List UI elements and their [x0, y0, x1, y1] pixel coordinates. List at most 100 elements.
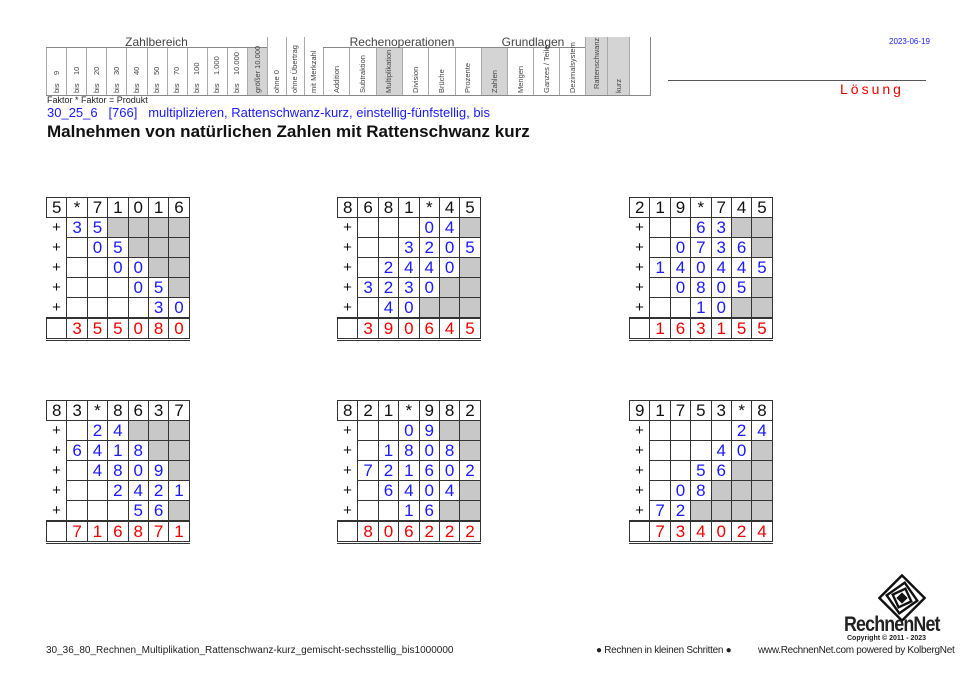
- result-digit-cell[interactable]: 2: [459, 520, 481, 544]
- digit-cell[interactable]: [357, 440, 379, 461]
- result-digit-cell[interactable]: 5: [751, 317, 773, 341]
- digit-cell[interactable]: [357, 257, 379, 278]
- range-option[interactable]: größer 10.000: [247, 46, 268, 95]
- digit-cell[interactable]: [649, 237, 671, 258]
- basics-option[interactable]: Dezimalsystem: [559, 42, 585, 95]
- result-digit-cell[interactable]: 4: [438, 317, 461, 341]
- digit-cell[interactable]: 1: [398, 500, 420, 522]
- digit-cell[interactable]: 0: [438, 257, 461, 278]
- basics-option[interactable]: Zahlen: [481, 48, 507, 95]
- digit-cell[interactable]: 4: [418, 257, 440, 278]
- digit-cell[interactable]: [649, 460, 671, 481]
- digit-cell[interactable]: 0: [669, 277, 692, 298]
- digit-cell[interactable]: 1: [690, 297, 712, 319]
- digit-cell[interactable]: 8: [690, 277, 712, 298]
- digit-cell[interactable]: 0: [438, 460, 461, 481]
- digit-cell[interactable]: [107, 500, 129, 522]
- result-digit-cell[interactable]: 5: [86, 317, 109, 341]
- result-digit-cell[interactable]: 3: [669, 520, 692, 544]
- digit-cell[interactable]: 7: [357, 460, 379, 481]
- digit-cell[interactable]: [357, 420, 379, 441]
- extra-option[interactable]: ohne Übertrag: [285, 37, 305, 95]
- digit-cell[interactable]: 6: [418, 500, 440, 522]
- digit-cell[interactable]: 4: [127, 480, 149, 501]
- digit-cell[interactable]: [669, 420, 692, 441]
- digit-cell[interactable]: 8: [690, 480, 712, 501]
- digit-cell[interactable]: 8: [107, 460, 129, 481]
- digit-cell[interactable]: 1: [377, 440, 400, 461]
- result-digit-cell[interactable]: 4: [751, 520, 773, 544]
- digit-cell[interactable]: 4: [86, 460, 109, 481]
- digit-cell[interactable]: [669, 297, 692, 319]
- digit-cell[interactable]: 0: [690, 257, 712, 278]
- digit-cell[interactable]: 4: [751, 420, 773, 441]
- digit-cell[interactable]: 4: [86, 440, 109, 461]
- digit-cell[interactable]: [377, 420, 400, 441]
- result-digit-cell[interactable]: 1: [649, 317, 671, 341]
- result-digit-cell[interactable]: 1: [710, 317, 732, 341]
- digit-cell[interactable]: 4: [398, 257, 420, 278]
- result-digit-cell[interactable]: 8: [147, 317, 170, 341]
- digit-cell[interactable]: 0: [127, 277, 149, 298]
- digit-cell[interactable]: [377, 500, 400, 522]
- digit-cell[interactable]: 9: [418, 420, 440, 441]
- digit-cell[interactable]: 2: [730, 420, 753, 441]
- digit-cell[interactable]: 5: [107, 237, 129, 258]
- footer-website[interactable]: www.RechnenNet.com powered by KolbergNet: [758, 645, 955, 656]
- digit-cell[interactable]: 3: [147, 297, 170, 319]
- digit-cell[interactable]: 5: [127, 500, 149, 522]
- digit-cell[interactable]: [127, 297, 149, 319]
- digit-cell[interactable]: [649, 217, 671, 238]
- digit-cell[interactable]: [357, 217, 379, 238]
- operation-option[interactable]: Prozente: [454, 48, 481, 95]
- digit-cell[interactable]: 2: [377, 460, 400, 481]
- digit-cell[interactable]: 4: [107, 420, 129, 441]
- range-option[interactable]: 100 bis: [186, 48, 207, 95]
- result-digit-cell[interactable]: 0: [377, 520, 400, 544]
- digit-cell[interactable]: 0: [107, 257, 129, 278]
- digit-cell[interactable]: 2: [107, 480, 129, 501]
- operation-option[interactable]: Subtraktion: [349, 48, 375, 95]
- digit-cell[interactable]: [649, 297, 671, 319]
- special-option[interactable]: Rattenschwanz: [585, 37, 607, 95]
- digit-cell[interactable]: 4: [710, 440, 732, 461]
- result-digit-cell[interactable]: 0: [127, 317, 149, 341]
- digit-cell[interactable]: [86, 297, 109, 319]
- digit-cell[interactable]: 7: [649, 500, 671, 522]
- digit-cell[interactable]: 3: [66, 217, 88, 238]
- digit-cell[interactable]: 0: [398, 297, 420, 319]
- extra-option[interactable]: mit Merkzahl: [304, 37, 323, 95]
- range-option[interactable]: 10.000 bis: [226, 48, 247, 95]
- digit-cell[interactable]: [649, 440, 671, 461]
- operation-option[interactable]: Division: [401, 48, 428, 95]
- range-option[interactable]: 50 bis: [146, 48, 167, 95]
- result-digit-cell[interactable]: 3: [690, 317, 712, 341]
- digit-cell[interactable]: [66, 500, 88, 522]
- result-digit-cell[interactable]: 3: [357, 317, 379, 341]
- digit-cell[interactable]: 4: [669, 257, 692, 278]
- digit-cell[interactable]: 0: [730, 440, 753, 461]
- digit-cell[interactable]: 4: [438, 217, 461, 238]
- basics-option[interactable]: Mengen: [507, 48, 533, 95]
- range-option[interactable]: 40 bis: [126, 48, 146, 95]
- result-digit-cell[interactable]: 5: [459, 317, 481, 341]
- digit-cell[interactable]: 0: [418, 277, 440, 298]
- digit-cell[interactable]: [66, 460, 88, 481]
- digit-cell[interactable]: 2: [147, 480, 170, 501]
- digit-cell[interactable]: 4: [377, 297, 400, 319]
- digit-cell[interactable]: [669, 217, 692, 238]
- digit-cell[interactable]: 7: [690, 237, 712, 258]
- digit-cell[interactable]: [107, 297, 129, 319]
- digit-cell[interactable]: 6: [147, 500, 170, 522]
- digit-cell[interactable]: 3: [357, 277, 379, 298]
- operation-option[interactable]: Brüche: [428, 48, 454, 95]
- digit-cell[interactable]: 4: [710, 257, 732, 278]
- digit-cell[interactable]: 5: [690, 460, 712, 481]
- digit-cell[interactable]: [377, 217, 400, 238]
- digit-cell[interactable]: 3: [398, 277, 420, 298]
- digit-cell[interactable]: 0: [127, 257, 149, 278]
- digit-cell[interactable]: 2: [669, 500, 692, 522]
- result-digit-cell[interactable]: 1: [86, 520, 109, 544]
- digit-cell[interactable]: [357, 480, 379, 501]
- digit-cell[interactable]: 6: [690, 217, 712, 238]
